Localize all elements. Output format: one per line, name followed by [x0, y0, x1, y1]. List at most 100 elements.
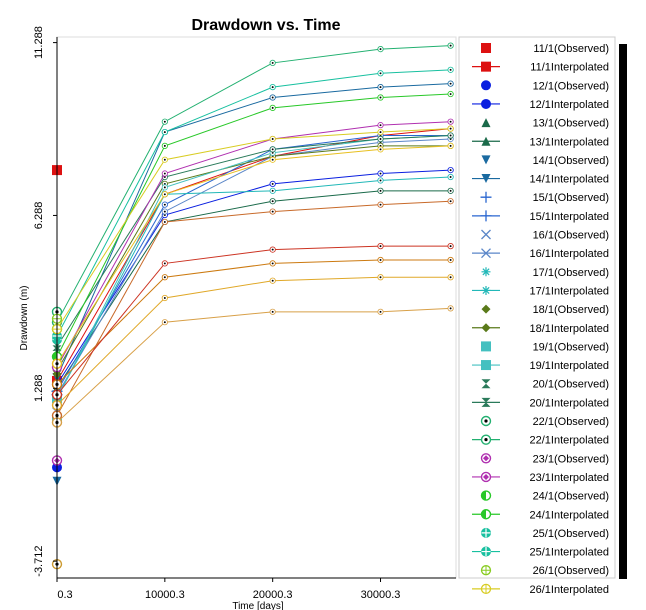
- point-marker-center: [163, 144, 166, 147]
- point-marker-center: [163, 210, 166, 213]
- point-marker-center: [379, 189, 382, 192]
- data-point: [447, 198, 454, 205]
- legend-entry: 12/1(Observed): [481, 80, 609, 92]
- legend-label: 22/1Interpolated: [529, 435, 609, 447]
- legend-label: 25/1Interpolated: [529, 547, 609, 559]
- legend-marker-center: [483, 455, 489, 462]
- y-axis-title: Drawdown (m): [19, 285, 30, 350]
- data-point: [269, 208, 276, 215]
- data-point: [447, 256, 454, 264]
- legend: 11/1(Observed) 11/1Interpolated 12/1(Obser…: [458, 36, 627, 596]
- legend-marker: [481, 174, 491, 184]
- legend-label: 24/1Interpolated: [529, 509, 609, 521]
- data-point: [161, 128, 168, 136]
- legend-label: 23/1Interpolated: [529, 472, 609, 484]
- data-point: [447, 80, 454, 87]
- point-marker-center: [271, 279, 274, 282]
- data-point: [269, 198, 276, 205]
- point-marker-center: [163, 120, 166, 123]
- y-tick-label: -3.712: [33, 546, 45, 577]
- point-marker-center: [271, 189, 274, 192]
- legend-marker: [481, 304, 491, 314]
- legend-label: 16/1(Observed): [533, 230, 609, 242]
- data-point: [269, 84, 276, 91]
- legend-marker: [481, 155, 491, 165]
- legend-marker-cross: [481, 528, 491, 538]
- data-point: [161, 294, 168, 302]
- legend-entry: 23/1Interpolated: [472, 471, 609, 484]
- legend-label: 12/1Interpolated: [529, 99, 609, 111]
- legend-label: 15/1(Observed): [533, 192, 609, 204]
- point-marker-center: [271, 158, 274, 161]
- x-tick-label: 0.3: [57, 589, 72, 601]
- legend-marker: [481, 267, 491, 277]
- point-marker-center: [271, 148, 274, 151]
- legend-label: 19/1Interpolated: [529, 360, 609, 372]
- point-marker-center: [449, 93, 452, 95]
- point-marker-center: [163, 203, 166, 206]
- legend-label: 14/1Interpolated: [529, 174, 609, 186]
- point-marker-center: [379, 72, 382, 75]
- data-point: [269, 180, 276, 188]
- data-point: [377, 70, 384, 77]
- point-marker-center: [449, 259, 452, 261]
- data-point: [269, 104, 276, 111]
- legend-entry: 20/1(Observed): [481, 379, 609, 391]
- legend-entry: 12/1Interpolated: [472, 98, 609, 111]
- point-marker-center: [379, 203, 382, 206]
- legend-marker: [481, 61, 491, 72]
- data-point: [269, 308, 276, 315]
- data-point: [377, 84, 384, 91]
- data-point: [269, 59, 276, 67]
- x-axis-title: Time [days]: [232, 601, 284, 610]
- data-point: [377, 128, 384, 136]
- legend-entry: 17/1(Observed): [481, 267, 609, 279]
- legend-marker-half: [481, 509, 486, 519]
- data-point: [447, 243, 454, 250]
- legend-label: 11/1Interpolated: [530, 62, 609, 74]
- point-marker-center: [271, 182, 274, 185]
- data-point: [377, 45, 384, 53]
- point-marker-center: [163, 186, 166, 189]
- point-marker-center: [449, 120, 452, 123]
- data-point: [377, 94, 384, 101]
- legend-label: 24/1(Observed): [533, 491, 609, 503]
- point-marker-center: [379, 131, 382, 134]
- point-marker-center: [379, 148, 382, 151]
- legend-label: 17/1(Observed): [533, 267, 609, 279]
- legend-label: 15/1Interpolated: [529, 211, 609, 223]
- data-point: [161, 184, 168, 191]
- data-point: [447, 125, 454, 132]
- legend-marker-cross: [481, 547, 491, 557]
- series-layer: [51, 42, 454, 570]
- point-marker-center: [379, 245, 382, 248]
- point-marker-center: [449, 276, 452, 279]
- legend-entry: 20/1Interpolated: [472, 397, 609, 409]
- legend-label: 16/1Interpolated: [529, 248, 609, 260]
- y-tick-label: 6.288: [33, 202, 45, 230]
- data-point: [269, 146, 276, 153]
- point-marker-center: [379, 276, 382, 279]
- point-marker-center: [271, 138, 274, 140]
- legend-marker: [480, 191, 492, 203]
- legend-entry: 17/1Interpolated: [472, 285, 609, 297]
- legend-label: 13/1Interpolated: [529, 136, 609, 148]
- x-tick-label: 30000.3: [361, 589, 401, 601]
- legend-label: 19/1(Observed): [533, 341, 609, 353]
- data-point: [447, 305, 454, 312]
- y-tick-label: 11.288: [33, 26, 45, 59]
- legend-marker: [481, 229, 491, 240]
- point-marker-center: [271, 86, 274, 89]
- legend-marker: [481, 323, 491, 333]
- point-marker-center: [379, 138, 382, 140]
- legend-entry: 11/1(Observed): [481, 43, 609, 55]
- axes: -3.712 1.288 6.288 11.288 0.3 10000.3 20000.3 3…: [33, 26, 456, 601]
- legend-marker-cross: [481, 565, 491, 575]
- legend-entry: 22/1Interpolated: [472, 434, 609, 447]
- legend-marker-half: [481, 491, 486, 501]
- legend-entry: 23/1(Observed): [480, 453, 609, 465]
- point-marker-center: [271, 310, 274, 313]
- data-point: [377, 177, 384, 184]
- point-marker-center: [449, 245, 452, 248]
- data-point: [161, 118, 168, 125]
